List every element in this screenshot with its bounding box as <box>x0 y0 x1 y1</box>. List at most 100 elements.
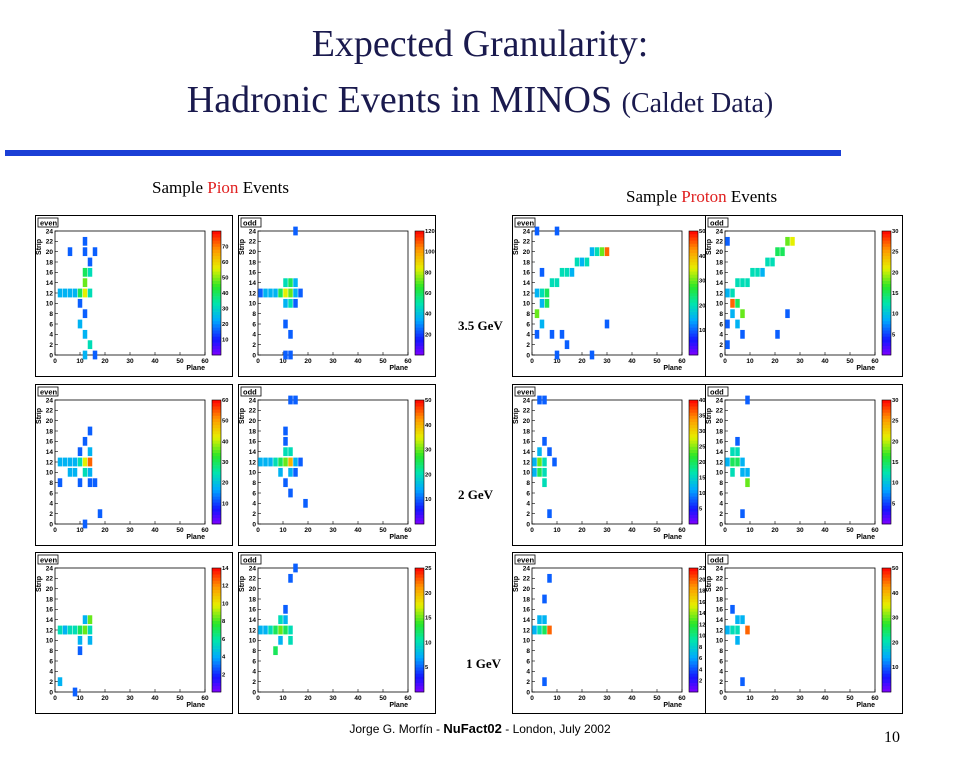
colorbar-segment <box>212 617 221 621</box>
hit-cell <box>92 350 98 360</box>
hit-cell <box>775 247 780 257</box>
y-tick-label: 6 <box>49 658 53 665</box>
x-tick-label: 40 <box>821 527 829 534</box>
colorbar-segment <box>212 327 221 331</box>
y-tick-label: 16 <box>249 607 257 614</box>
colorbar-segment <box>689 642 698 646</box>
colorbar-tick-label: 50 <box>222 276 228 282</box>
hit-cell <box>268 625 273 635</box>
y-tick-label: 10 <box>46 638 54 645</box>
y-tick-label: 8 <box>252 480 256 487</box>
colorbar-segment <box>212 299 221 303</box>
colorbar-segment <box>689 240 698 244</box>
y-tick-label: 20 <box>523 418 531 425</box>
colorbar-segment <box>212 286 221 291</box>
hit-cell <box>584 257 590 267</box>
x-tick-label: 10 <box>76 358 84 365</box>
hit-cell <box>288 395 293 405</box>
x-axis-label: Plane <box>186 702 205 709</box>
colorbar-segment <box>415 277 424 281</box>
x-tick-label: 40 <box>628 695 636 702</box>
x-tick-label: 0 <box>53 358 57 365</box>
hit-cell <box>554 350 560 360</box>
hit-cell <box>288 467 293 477</box>
colorbar-segment <box>415 474 424 478</box>
y-tick-label: 4 <box>252 501 256 508</box>
colorbar-segment <box>689 427 698 432</box>
colorbar-segment <box>212 458 221 463</box>
colorbar-segment <box>212 252 221 257</box>
hit-cell <box>544 298 550 308</box>
colorbar-segment <box>212 234 221 238</box>
hit-cell <box>67 625 73 635</box>
proton-heading-highlight: Proton <box>681 187 727 206</box>
colorbar-segment <box>212 595 221 600</box>
colorbar-segment <box>212 657 221 662</box>
colorbar-tick-label: 80 <box>425 270 431 276</box>
colorbar-segment <box>689 400 698 404</box>
hit-cell <box>67 457 73 467</box>
colorbar-segment <box>415 409 424 413</box>
colorbar-segment <box>415 676 424 680</box>
colorbar-segment <box>882 434 891 438</box>
colorbar-segment <box>689 577 698 581</box>
hit-cell <box>283 288 288 298</box>
hit-cell <box>552 457 557 467</box>
y-tick-label: 18 <box>523 259 531 266</box>
hit-cell <box>790 236 795 246</box>
colorbar-segment <box>415 477 424 481</box>
colorbar-tick-label: 50 <box>892 566 898 572</box>
x-tick-label: 60 <box>201 358 209 365</box>
y-axis-label: Strip <box>513 576 520 592</box>
colorbar-segment <box>415 499 424 503</box>
view-tag-box <box>707 217 729 228</box>
colorbar-tick-label: 10 <box>222 501 228 507</box>
colorbar-segment <box>212 437 221 441</box>
hit-cell <box>559 329 565 339</box>
colorbar-segment <box>415 496 424 500</box>
colorbar-tick-label: 15 <box>892 460 899 466</box>
colorbar-segment <box>212 489 221 494</box>
x-tick-label: 20 <box>578 358 586 365</box>
hit-cell <box>730 288 735 298</box>
colorbar-tick-label: 25 <box>892 419 899 425</box>
colorbar-segment <box>689 580 698 584</box>
hit-cell <box>542 467 547 477</box>
colorbar-segment <box>212 293 221 297</box>
hit-cell <box>67 247 73 257</box>
colorbar-segment <box>212 676 221 680</box>
colorbar-segment <box>415 608 424 612</box>
x-axis-label: Plane <box>389 534 408 541</box>
hit-cell <box>288 635 293 645</box>
colorbar-segment <box>212 271 221 275</box>
y-axis-label: Strip <box>239 408 246 424</box>
y-tick-label: 2 <box>719 342 723 349</box>
colorbar-segment <box>882 415 891 419</box>
colorbar-tick-label: 40 <box>222 291 228 297</box>
colorbar-segment <box>212 421 221 426</box>
hit-cell <box>82 278 88 288</box>
colorbar-segment <box>882 458 891 463</box>
colorbar-segment <box>689 255 698 260</box>
colorbar-segment <box>212 636 221 640</box>
y-tick-label: 20 <box>249 586 257 593</box>
colorbar-tick-label: 10 <box>425 640 431 646</box>
colorbar-segment <box>415 468 424 472</box>
hit-cell <box>293 278 298 288</box>
hit-cell <box>82 236 88 246</box>
colorbar-tick-label: 10 <box>222 601 228 607</box>
colorbar-segment <box>689 452 698 457</box>
colorbar-segment <box>415 320 424 325</box>
x-tick-label: 40 <box>628 527 636 534</box>
colorbar-tick-label: 35 <box>699 414 706 420</box>
hit-cell <box>537 447 542 457</box>
colorbar-segment <box>689 265 698 269</box>
colorbar-segment <box>415 421 424 426</box>
hit-cell <box>539 288 545 298</box>
x-tick-label: 0 <box>256 527 260 534</box>
hit-cell <box>72 625 78 635</box>
y-tick-label: 10 <box>46 301 54 308</box>
colorbar-segment <box>882 406 891 410</box>
